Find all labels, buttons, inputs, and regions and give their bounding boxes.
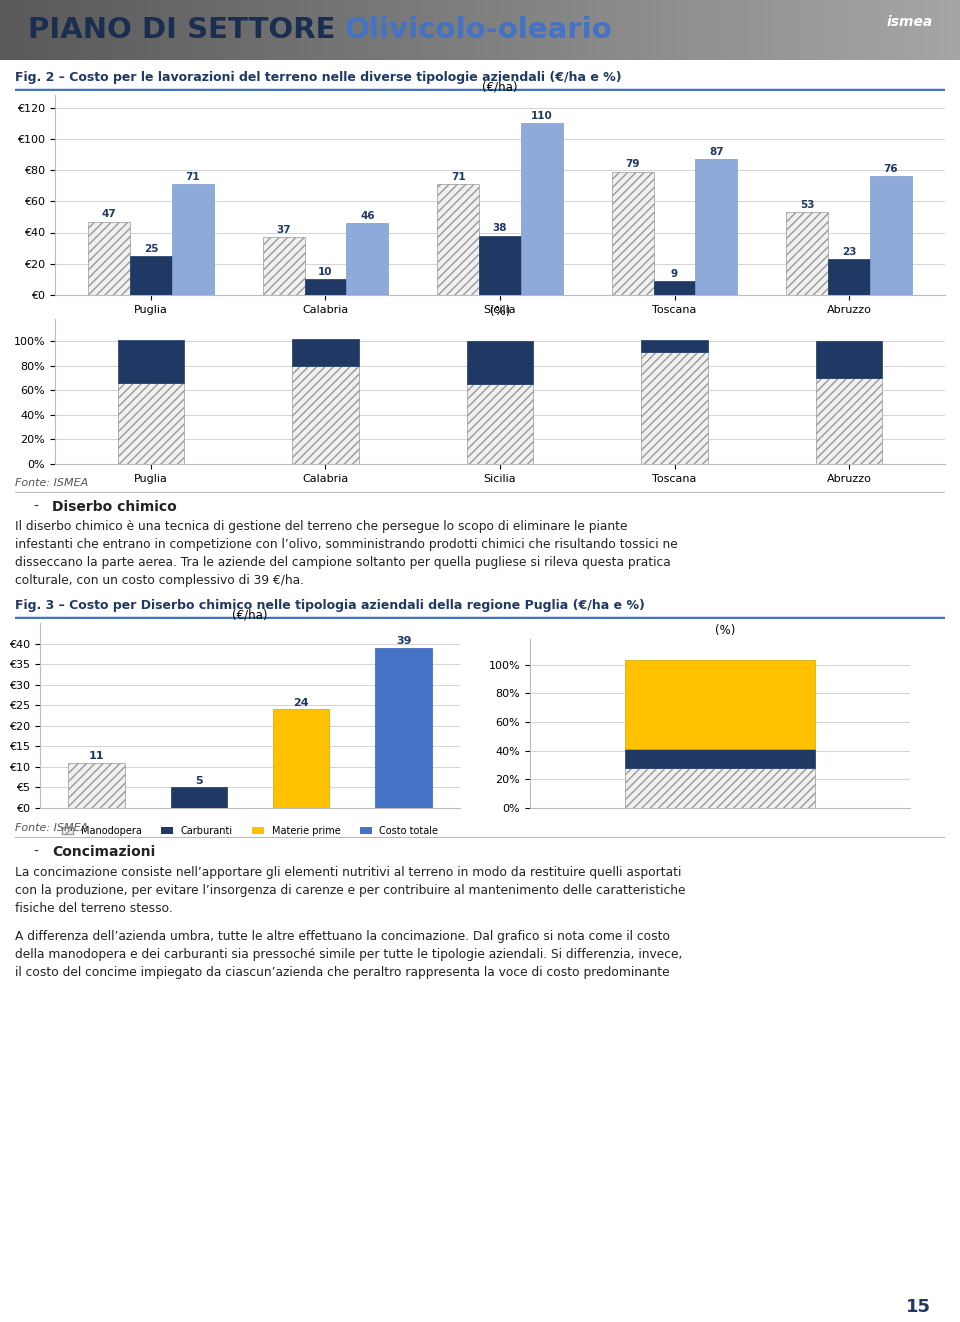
Bar (88, 222, 130, 295)
Text: -: - (34, 845, 38, 859)
Bar (816, 378, 882, 464)
Bar (273, 710, 329, 808)
Text: (%): (%) (490, 304, 510, 317)
Text: (%): (%) (715, 624, 735, 637)
Text: ismea: ismea (887, 15, 933, 29)
Text: 87: 87 (709, 147, 724, 157)
Bar (625, 768, 815, 808)
Bar (293, 338, 359, 366)
Text: Concimazioni: Concimazioni (52, 845, 156, 859)
Text: Diserbo chimico: Diserbo chimico (52, 500, 177, 514)
Bar (68, 763, 125, 808)
Text: 5: 5 (195, 776, 203, 785)
Bar (870, 176, 912, 295)
Bar (521, 123, 563, 295)
Bar (304, 279, 347, 295)
Text: 11: 11 (88, 751, 104, 761)
Text: 15: 15 (906, 1298, 931, 1317)
Bar (171, 788, 227, 808)
Bar (467, 341, 533, 385)
Text: 10: 10 (319, 267, 333, 278)
Text: 53: 53 (800, 200, 814, 210)
Bar (641, 340, 708, 352)
Text: 37: 37 (276, 225, 291, 235)
Text: 110: 110 (531, 111, 553, 120)
Bar (118, 383, 184, 464)
Bar (263, 237, 304, 295)
Text: 71: 71 (451, 172, 466, 181)
Text: Fig. 2 – Costo per le lavorazioni del terreno nelle diverse tipologie aziendali : Fig. 2 – Costo per le lavorazioni del te… (15, 71, 622, 85)
Text: La concimazione consiste nell’apportare gli elementi nutritivi al terreno in mod: La concimazione consiste nell’apportare … (15, 866, 685, 915)
Text: Olivicolo-oleario: Olivicolo-oleario (345, 16, 612, 44)
Bar (293, 366, 359, 464)
Bar (828, 259, 870, 295)
Bar (437, 184, 479, 295)
Bar (118, 340, 184, 383)
Text: PIANO DI SETTORE: PIANO DI SETTORE (28, 16, 346, 44)
Text: 39: 39 (396, 636, 412, 646)
Text: 9: 9 (671, 268, 678, 279)
Bar (130, 256, 172, 295)
Text: 71: 71 (185, 172, 201, 181)
Bar (172, 184, 214, 295)
Text: Il diserbo chimico è una tecnica di gestione del terreno che persegue lo scopo d: Il diserbo chimico è una tecnica di gest… (15, 520, 678, 587)
Title: (€/ha): (€/ha) (482, 81, 517, 94)
Text: 23: 23 (842, 247, 856, 256)
Bar (375, 648, 432, 808)
Text: Fig. 3 – Costo per Diserbo chimico nelle tipologia aziendali della regione Pugli: Fig. 3 – Costo per Diserbo chimico nelle… (15, 599, 645, 612)
Text: 25: 25 (144, 243, 158, 254)
Bar (625, 750, 815, 768)
Bar (786, 213, 828, 295)
Bar (641, 352, 708, 464)
Text: 24: 24 (294, 698, 309, 707)
Bar (654, 282, 695, 295)
Title: (€/ha): (€/ha) (232, 609, 268, 621)
Bar (625, 661, 815, 750)
Bar (479, 235, 521, 295)
Legend: Manodopera, Carburanti, Materie prime, Costo totale: Manodopera, Carburanti, Materie prime, C… (58, 822, 443, 841)
Text: Fonte: ISMEA: Fonte: ISMEA (15, 479, 88, 488)
Bar (612, 172, 654, 295)
Text: 47: 47 (102, 209, 116, 219)
Text: A differenza dell’azienda umbra, tutte le altre effettuano la concimazione. Dal : A differenza dell’azienda umbra, tutte l… (15, 929, 683, 980)
Text: -: - (34, 500, 38, 514)
Bar (695, 159, 737, 295)
Text: 79: 79 (625, 159, 640, 169)
Legend: Manodopera, Carburanti, Costo totale: Manodopera, Carburanti, Costo totale (342, 334, 659, 353)
Text: 76: 76 (883, 164, 899, 175)
Bar (347, 223, 388, 295)
Bar (467, 385, 533, 464)
Text: Fonte: ISMEA: Fonte: ISMEA (15, 824, 88, 833)
Text: 38: 38 (492, 223, 507, 233)
Bar (816, 341, 882, 378)
Text: 46: 46 (360, 210, 374, 221)
